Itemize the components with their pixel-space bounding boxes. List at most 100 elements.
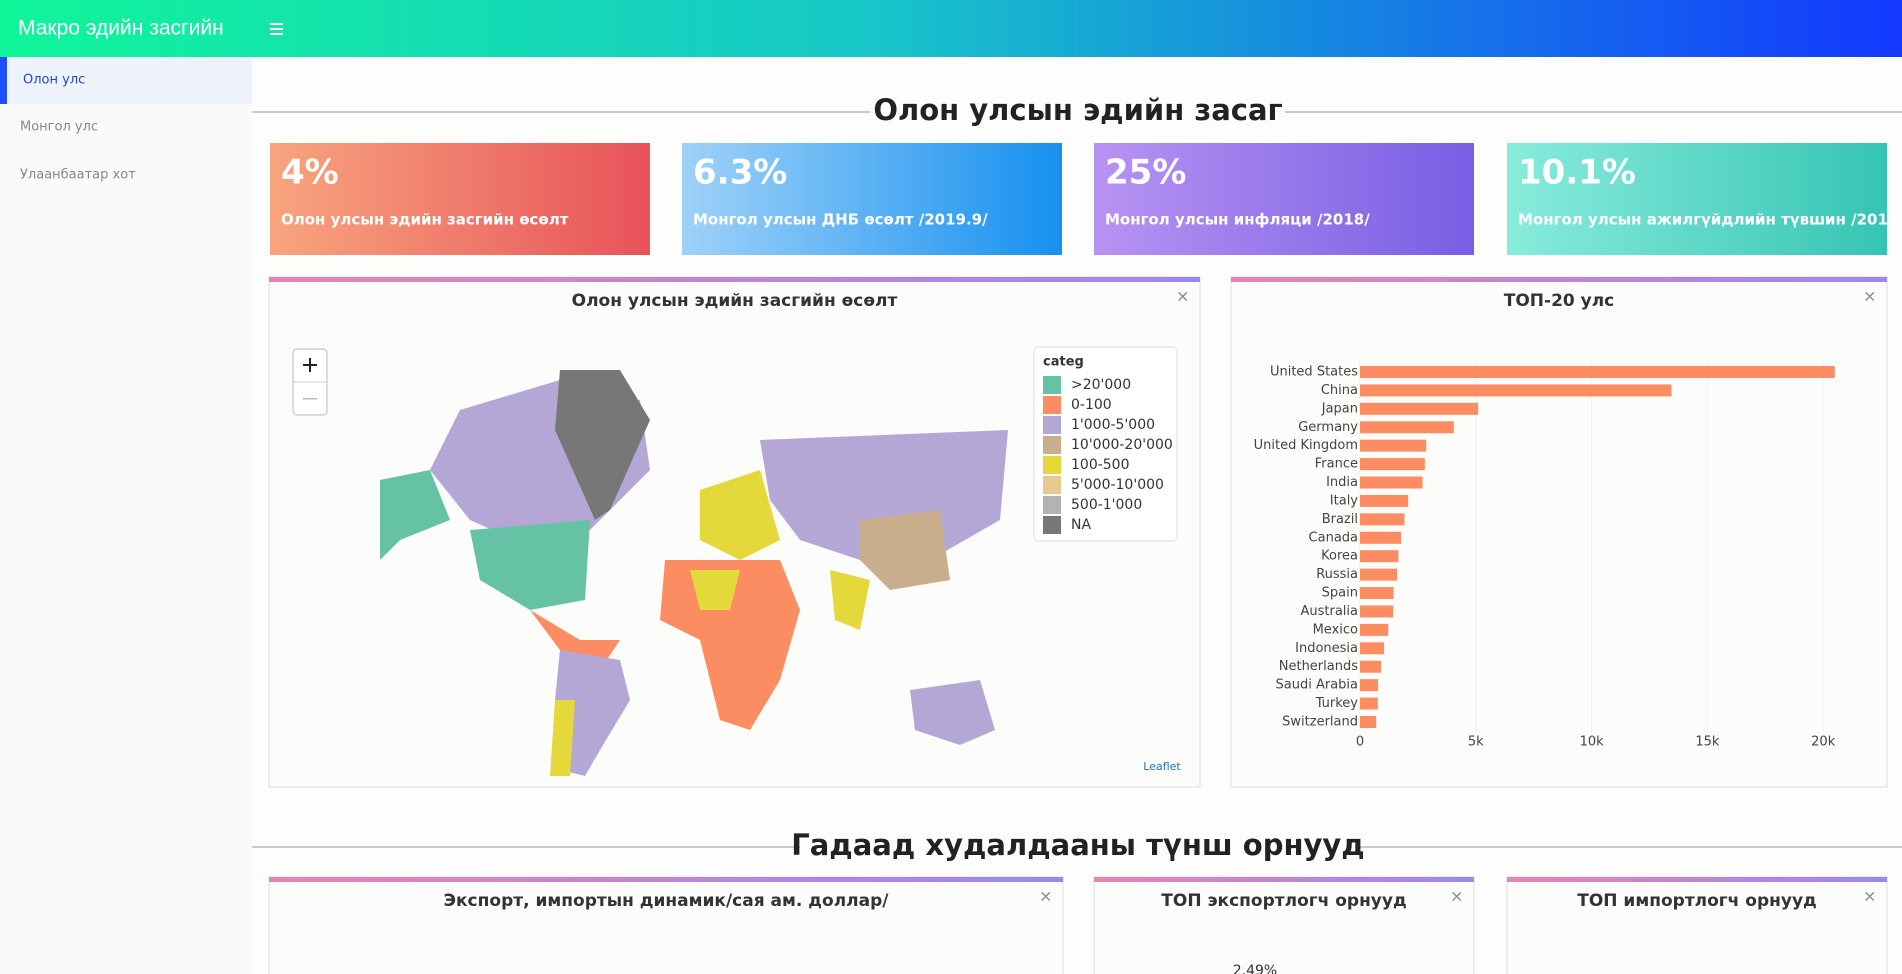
bar <box>1360 458 1425 471</box>
y-tick-label: France <box>1315 457 1358 472</box>
sidebar-item[interactable]: Олон улс <box>23 73 85 88</box>
y-tick-label: Spain <box>1322 586 1358 601</box>
panel <box>1230 276 1888 788</box>
panel-close[interactable]: × <box>1176 287 1189 306</box>
y-tick-label: Indonesia <box>1295 641 1358 656</box>
legend-label: 100-500 <box>1071 457 1130 473</box>
map-region <box>660 560 800 730</box>
kpi-value: 4% <box>281 153 339 193</box>
legend-label: 10'000-20'000 <box>1071 437 1173 453</box>
bar <box>1360 605 1394 618</box>
kpi-card <box>682 143 1062 255</box>
y-tick-label: Switzerland <box>1282 714 1358 729</box>
kpi-card <box>1094 143 1474 255</box>
pie-label: 2.49% <box>1233 963 1277 974</box>
legend-swatch <box>1043 516 1061 534</box>
y-tick-label: Turkey <box>1315 696 1359 711</box>
zoom-in[interactable] <box>309 358 311 372</box>
header-bar <box>0 0 1902 57</box>
legend-swatch <box>1043 476 1061 494</box>
bar <box>1360 679 1379 692</box>
sidebar-item[interactable]: Монгол улс <box>20 120 98 135</box>
zoom-out[interactable] <box>303 398 317 400</box>
legend-title: categ <box>1043 355 1084 370</box>
map-attribution[interactable]: Leaflet <box>1143 760 1181 773</box>
panel-top-border <box>1231 277 1887 282</box>
legend-label: >20'000 <box>1071 377 1131 393</box>
bar <box>1360 402 1479 415</box>
y-tick-label: Australia <box>1300 604 1358 619</box>
panel-top-border <box>269 877 1063 882</box>
map-region <box>860 510 950 590</box>
panel-top-border <box>1507 877 1887 882</box>
sidebar <box>0 57 252 974</box>
y-tick-label: India <box>1326 475 1358 490</box>
sidebar-active-marker <box>0 57 7 104</box>
kpi-card <box>1507 143 1887 255</box>
legend-swatch <box>1043 396 1061 414</box>
y-tick-label: China <box>1321 383 1358 398</box>
y-tick-label: Korea <box>1321 549 1358 564</box>
map-region <box>700 470 780 560</box>
sidebar-item[interactable]: Улаанбаатар хот <box>20 168 136 183</box>
panel-close[interactable]: × <box>1863 287 1876 306</box>
y-tick-label: United Kingdom <box>1254 438 1358 453</box>
legend-label: 1'000-5'000 <box>1071 417 1155 433</box>
x-tick-label: 20k <box>1811 735 1836 750</box>
kpi-value: 25% <box>1105 153 1186 193</box>
bar <box>1360 697 1378 710</box>
panel-title: ТОП экспортлогч орнууд <box>1161 891 1406 911</box>
section-title: Олон улсын эдийн засаг <box>873 93 1282 127</box>
legend-swatch <box>1043 496 1061 514</box>
panel-title: ТОП импортлогч орнууд <box>1577 891 1817 911</box>
x-tick-label: 10k <box>1580 735 1605 750</box>
bar <box>1360 421 1454 434</box>
map-region <box>380 470 450 560</box>
bar <box>1360 587 1394 600</box>
panel-title: ТОП-20 улс <box>1504 291 1615 311</box>
bar <box>1360 623 1389 636</box>
legend-label: 500-1'000 <box>1071 497 1142 513</box>
map-region <box>530 610 620 670</box>
legend-swatch <box>1043 376 1061 394</box>
map-region <box>830 570 870 630</box>
kpi-value: 10.1% <box>1518 153 1636 193</box>
legend-box <box>1033 346 1178 542</box>
sidebar-active <box>0 57 252 104</box>
map-region <box>470 520 590 610</box>
x-tick-label: 0 <box>1356 735 1364 750</box>
x-tick-label: 15k <box>1695 735 1720 750</box>
section-title: Гадаад худалдааны түнш орнууд <box>791 828 1364 862</box>
y-tick-label: Russia <box>1316 567 1358 582</box>
bar <box>1360 568 1398 581</box>
kpi-label: Монгол улсын ажилгүйдлийн түвшин /2018/ <box>1518 211 1902 229</box>
bar <box>1360 660 1382 673</box>
bar <box>1360 550 1399 563</box>
zoom-control <box>292 348 328 416</box>
bar <box>1360 715 1377 728</box>
bar <box>1360 494 1409 507</box>
y-tick-label: Canada <box>1309 530 1358 545</box>
bar <box>1360 384 1672 397</box>
bar <box>1360 513 1405 526</box>
panel-close[interactable]: × <box>1450 887 1463 906</box>
bar <box>1360 439 1427 452</box>
y-tick-label: Japan <box>1321 401 1358 416</box>
y-tick-label: Netherlands <box>1279 659 1358 674</box>
legend-swatch <box>1043 416 1061 434</box>
world-map <box>380 370 1008 776</box>
panel-close[interactable]: × <box>1863 887 1876 906</box>
y-tick-label: Saudi Arabia <box>1276 678 1359 693</box>
panel-close[interactable]: × <box>1039 887 1052 906</box>
y-tick-label: Brazil <box>1322 512 1358 527</box>
bar <box>1360 476 1423 489</box>
y-tick-label: Mexico <box>1313 622 1358 637</box>
legend-label: 0-100 <box>1071 397 1112 413</box>
y-tick-label: Germany <box>1298 420 1358 435</box>
menu-icon[interactable] <box>270 23 283 35</box>
map-region <box>690 570 740 610</box>
y-tick-label: Italy <box>1330 493 1359 508</box>
map-region <box>760 430 1008 560</box>
legend-swatch <box>1043 456 1061 474</box>
